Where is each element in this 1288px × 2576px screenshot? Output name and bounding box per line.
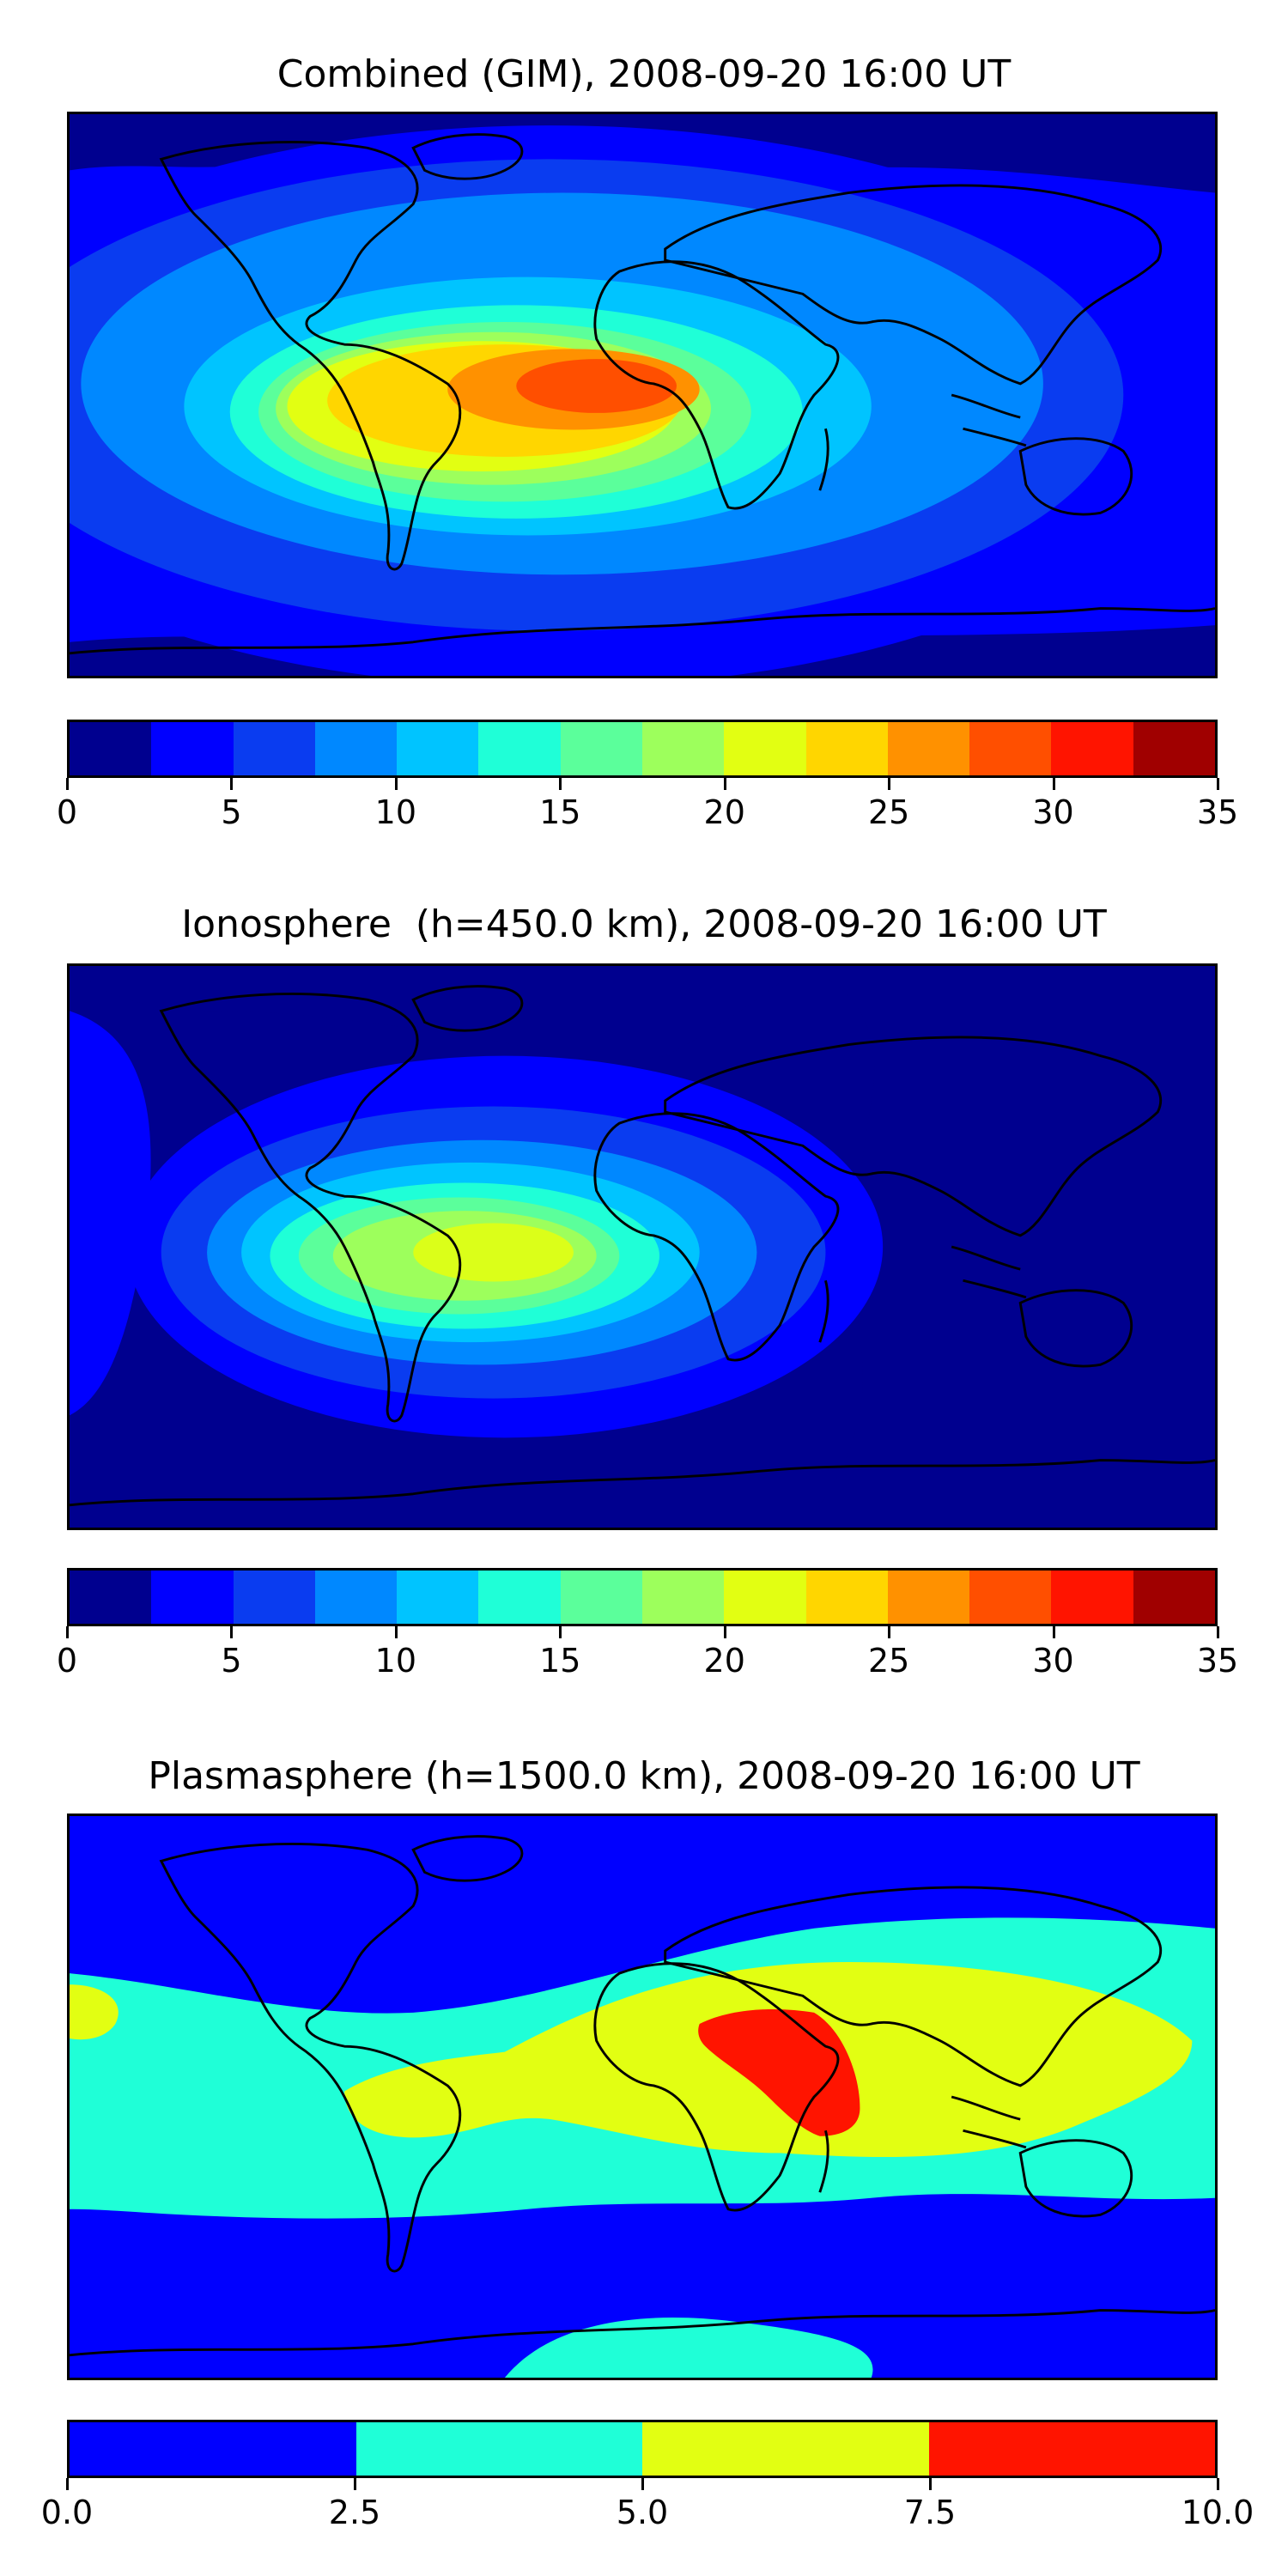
- map-3-svg: [70, 1816, 1215, 2378]
- colorbar-segment: [478, 722, 561, 775]
- colorbar-segment: [70, 2422, 356, 2476]
- colorbar-tick-label: 0.0: [40, 2494, 94, 2531]
- colorbar-tick-label: 35: [1196, 1642, 1239, 1680]
- colorbar-tick-label: 35: [1196, 793, 1239, 831]
- colorbar-segment: [805, 722, 888, 775]
- map-2-svg: [70, 966, 1215, 1528]
- colorbar-tick: [1217, 1626, 1219, 1638]
- colorbar-segment: [887, 1571, 970, 1624]
- panel-3-colorbar: [67, 2420, 1218, 2478]
- colorbar-tick: [641, 2478, 644, 2490]
- colorbar-tick: [66, 1626, 69, 1638]
- panel-1-colorbar: [67, 720, 1218, 778]
- colorbar-tick: [559, 1626, 562, 1638]
- panel-3-map: [67, 1814, 1218, 2380]
- colorbar-segment: [642, 2422, 929, 2476]
- colorbar-segment: [314, 722, 398, 775]
- colorbar-segment: [1051, 1571, 1133, 1624]
- colorbar-segment: [478, 1571, 561, 1624]
- colorbar-tick-label: 10.0: [1181, 2494, 1255, 2531]
- colorbar-segment: [151, 1571, 234, 1624]
- colorbar-tick-label: 10: [374, 1642, 417, 1680]
- colorbar-tick: [929, 2478, 932, 2490]
- colorbar-segment: [724, 1571, 806, 1624]
- colorbar-tick: [230, 778, 234, 790]
- panel-3-colorbar-ticks: 0.0 2.5 5.0 7.5 10.0: [41, 2478, 1254, 2531]
- colorbar-tick: [1217, 778, 1219, 790]
- colorbar-tick-label: 30: [1032, 1642, 1074, 1680]
- colorbar-segment: [70, 1571, 152, 1624]
- colorbar-tick-label: 15: [539, 1642, 581, 1680]
- colorbar-segment: [560, 722, 642, 775]
- colorbar-tick-label: 5: [221, 1642, 242, 1680]
- colorbar-tick-label: 5.0: [616, 2494, 669, 2531]
- colorbar-tick-label: 0: [56, 1642, 78, 1680]
- colorbar-tick-label: 5: [221, 793, 242, 831]
- colorbar-segment: [314, 1571, 398, 1624]
- colorbar-tick-label: 25: [867, 1642, 910, 1680]
- colorbar-tick-label: 7.5: [903, 2494, 957, 2531]
- colorbar-segment: [233, 722, 315, 775]
- colorbar-segment: [1133, 1571, 1215, 1624]
- colorbar-segment: [805, 1571, 888, 1624]
- colorbar-tick: [66, 778, 69, 790]
- map-1-svg: [70, 114, 1215, 676]
- panel-1-colorbar-ticks: 0 5 10 15 20 25 30 35: [57, 778, 1238, 831]
- panel-1-title: Combined (GIM), 2008-09-20 16:00 UT: [276, 52, 1012, 96]
- colorbar-tick-label: 20: [703, 1642, 745, 1680]
- colorbar-segment: [560, 1571, 642, 1624]
- colorbar-tick: [888, 778, 891, 790]
- panel-2-colorbar: [67, 1568, 1218, 1626]
- colorbar-tick-label: 10: [374, 793, 417, 831]
- colorbar-tick: [66, 2478, 69, 2490]
- panel-2-map: [67, 963, 1218, 1530]
- colorbar-tick-label: 20: [703, 793, 745, 831]
- colorbar-tick-label: 0: [56, 793, 78, 831]
- colorbar-tick: [1052, 1626, 1055, 1638]
- colorbar-tick-label: 30: [1032, 793, 1074, 831]
- colorbar-segment: [70, 722, 152, 775]
- colorbar-tick: [723, 1626, 726, 1638]
- colorbar-tick-label: 25: [867, 793, 910, 831]
- colorbar-segment: [724, 722, 806, 775]
- colorbar-tick-label: 15: [539, 793, 581, 831]
- colorbar-segment: [233, 1571, 315, 1624]
- colorbar-segment: [151, 722, 234, 775]
- colorbar-tick: [394, 778, 398, 790]
- colorbar-tick: [723, 778, 726, 790]
- colorbar-tick: [354, 2478, 356, 2490]
- colorbar-segment: [641, 722, 725, 775]
- colorbar-tick: [394, 1626, 398, 1638]
- colorbar-tick: [559, 778, 562, 790]
- colorbar-segment: [887, 722, 970, 775]
- colorbar-segment: [1133, 722, 1215, 775]
- colorbar-segment: [928, 2422, 1215, 2476]
- colorbar-tick: [1052, 778, 1055, 790]
- colorbar-tick: [1217, 2478, 1219, 2490]
- panel-2-colorbar-ticks: 0 5 10 15 20 25 30 35: [57, 1626, 1238, 1680]
- panel-2-title: Ionosphere (h=450.0 km), 2008-09-20 16:0…: [181, 902, 1107, 946]
- colorbar-tick: [888, 1626, 891, 1638]
- colorbar-tick-label: 2.5: [328, 2494, 381, 2531]
- panel-1-map: [67, 112, 1218, 678]
- colorbar-tick: [230, 1626, 234, 1638]
- colorbar-segment: [397, 1571, 479, 1624]
- colorbar-segment: [969, 1571, 1052, 1624]
- colorbar-segment: [355, 2422, 642, 2476]
- panel-3-title: Plasmasphere (h=1500.0 km), 2008-09-20 1…: [148, 1754, 1140, 1798]
- colorbar-segment: [641, 1571, 725, 1624]
- colorbar-segment: [969, 722, 1052, 775]
- colorbar-segment: [1051, 722, 1133, 775]
- colorbar-segment: [397, 722, 479, 775]
